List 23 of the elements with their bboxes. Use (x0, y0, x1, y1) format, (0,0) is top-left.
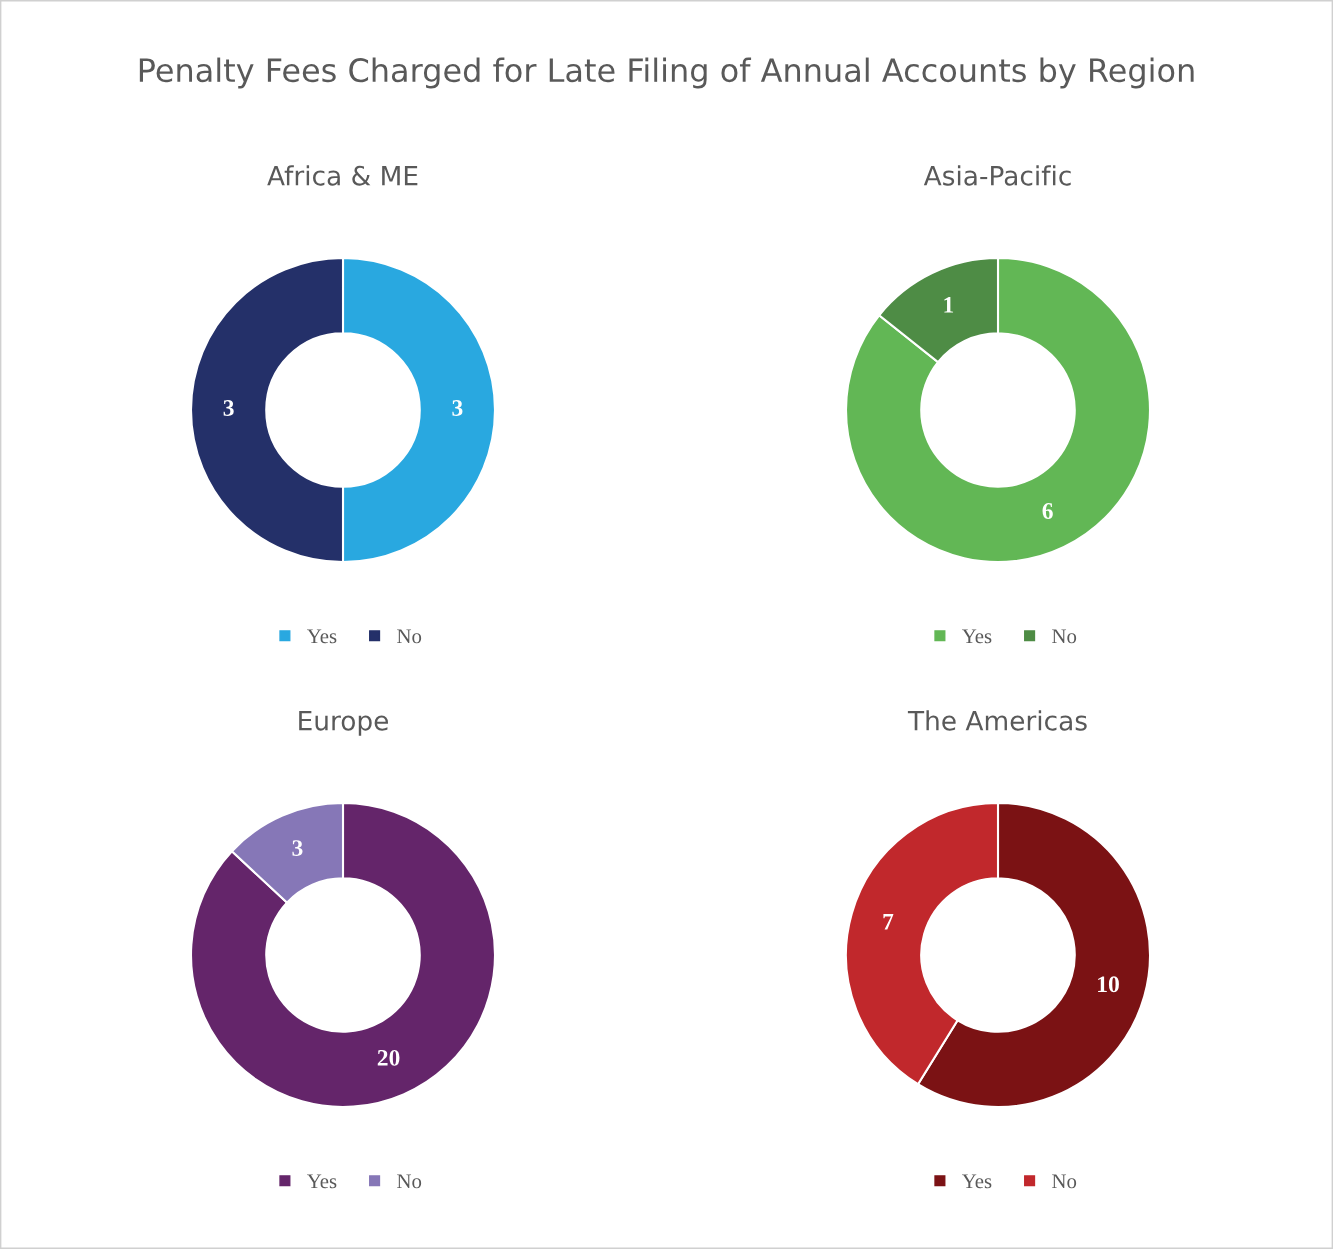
data-label: 3 (452, 400, 463, 416)
legend-label: No (1052, 1174, 1077, 1189)
data-label: 6 (1042, 503, 1053, 519)
chart-title: Europe (299, 711, 388, 736)
chart-title: Africa & ME (267, 165, 418, 186)
legend-label: No (397, 1174, 422, 1189)
data-label: 20 (377, 1049, 400, 1066)
data-label: 1 (944, 297, 954, 313)
text: Penalty Fees Charged for Late Filing of Annual Accounts by Region (139, 57, 1194, 89)
legend-label: No (1052, 629, 1077, 644)
data-label: 3 (223, 400, 234, 416)
data-label: 10 (1098, 976, 1119, 993)
legend-label: Yes (962, 1174, 992, 1189)
chart-title: Asia-Pacific (923, 165, 1071, 186)
data-label: 7 (883, 913, 894, 930)
chart-title: The Americas (907, 710, 1087, 731)
legend-label: Yes (307, 1174, 337, 1189)
donut-slice (844, 256, 1152, 564)
legend-label: Yes (962, 629, 992, 644)
legend-label: No (397, 629, 422, 644)
legend-label: Yes (307, 629, 337, 644)
data-label: 3 (292, 840, 303, 856)
donut-slice (189, 801, 497, 1109)
